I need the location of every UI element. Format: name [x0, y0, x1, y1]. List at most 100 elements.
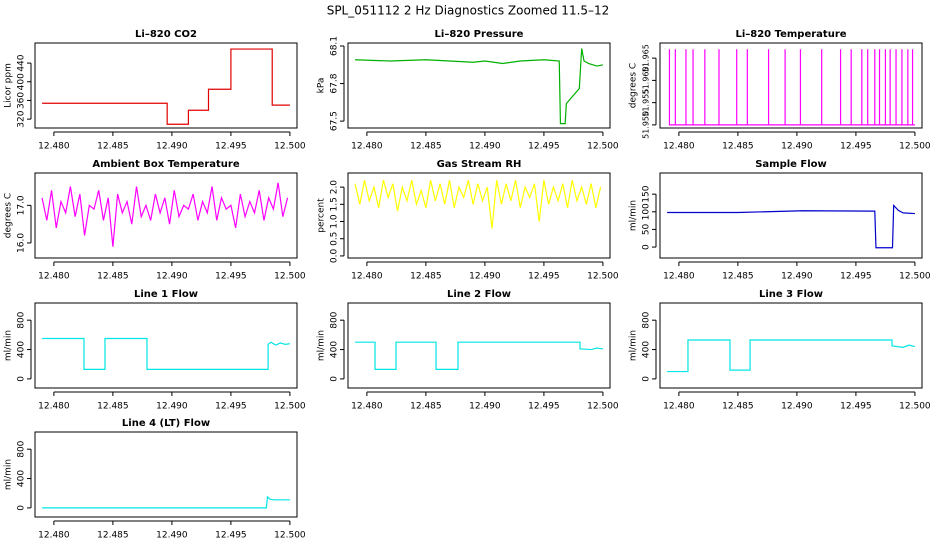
y-tick-label: 2.0 [330, 180, 340, 195]
y-tick-label: 400 [17, 341, 27, 358]
x-tick-label: 12.495 [840, 272, 872, 282]
y-axis-label: percent [317, 198, 327, 233]
x-tick-label: 12.495 [215, 531, 247, 540]
y-tick-label: 800 [642, 311, 652, 328]
x-tick-label: 12.495 [215, 272, 247, 282]
y-tick-label: 400 [17, 470, 27, 487]
x-tick-label: 12.480 [663, 272, 695, 282]
y-tick-label: 0 [330, 376, 340, 382]
panel-title: Gas Stream RH [437, 159, 522, 170]
y-tick-label: 400 [330, 341, 340, 358]
x-tick-label: 12.490 [781, 272, 813, 282]
data-line [41, 182, 289, 247]
y-tick-label: 68.1 [330, 36, 340, 56]
y-tick-label: 51.955 [642, 89, 651, 117]
x-tick-label: 12.480 [351, 402, 383, 412]
x-tick-label: 12.495 [840, 402, 872, 412]
y-axis-label: ml/min [4, 459, 14, 490]
data-line [667, 339, 916, 373]
y-axis-label: kPa [317, 78, 327, 94]
y-tick-label: 67.8 [330, 73, 340, 93]
y-tick-label: 400 [642, 341, 652, 358]
x-tick-label: 12.480 [663, 402, 695, 412]
y-tick-label: 360 [17, 92, 27, 109]
y-tick-label: 0 [642, 244, 652, 250]
y-axis-label: ml/min [629, 330, 639, 361]
y-axis-label: degrees C [4, 193, 14, 238]
panel-title: Line 2 Flow [447, 289, 511, 300]
y-tick-label: 100 [642, 203, 652, 220]
x-tick-label: 12.490 [156, 402, 188, 412]
y-tick-label: 51.965 [642, 44, 651, 72]
x-tick-label: 12.495 [215, 402, 247, 412]
plot-frame [659, 42, 923, 129]
y-tick-label: 320 [17, 110, 27, 127]
x-tick-label: 12.500 [587, 272, 619, 282]
plot-frame [347, 172, 611, 259]
x-tick-label: 12.490 [469, 272, 501, 282]
data-line [42, 337, 291, 370]
panel-title: Line 1 Flow [134, 289, 198, 300]
x-tick-label: 12.485 [97, 531, 129, 540]
x-tick-label: 12.500 [899, 142, 931, 152]
y-tick-label: 800 [17, 440, 27, 457]
x-tick-label: 12.490 [469, 402, 501, 412]
panel-title: Li–820 CO2 [135, 29, 197, 40]
plot-frame [34, 302, 298, 389]
plot-frame [34, 431, 298, 518]
panel-title: Li–820 Temperature [735, 29, 846, 40]
y-tick-label: 1.5 [330, 197, 340, 211]
x-tick-label: 12.500 [274, 531, 306, 540]
y-tick-label: 17.0 [17, 195, 27, 215]
x-tick-label: 12.485 [410, 272, 442, 282]
x-tick-label: 12.500 [274, 272, 306, 282]
x-tick-label: 12.500 [899, 402, 931, 412]
x-tick-label: 12.480 [663, 142, 695, 152]
x-tick-label: 12.480 [38, 272, 70, 282]
x-tick-label: 12.485 [722, 142, 754, 152]
x-tick-label: 12.485 [97, 402, 129, 412]
data-line [668, 49, 915, 126]
y-tick-label: 51.950 [642, 111, 651, 139]
plot-frame [659, 172, 923, 259]
x-tick-label: 12.480 [38, 531, 70, 540]
y-tick-label: 0.0 [330, 249, 340, 264]
x-tick-label: 12.495 [528, 402, 560, 412]
x-tick-label: 12.495 [528, 272, 560, 282]
x-tick-label: 12.500 [274, 142, 306, 152]
plot-frame [34, 42, 298, 129]
x-tick-label: 12.485 [410, 142, 442, 152]
x-tick-label: 12.495 [528, 142, 560, 152]
x-tick-label: 12.495 [215, 142, 247, 152]
y-axis-label: ml/min [317, 330, 327, 361]
data-line [667, 203, 915, 249]
y-axis-label: degrees C [629, 63, 639, 108]
y-tick-label: 67.5 [330, 111, 340, 131]
x-tick-label: 12.485 [722, 402, 754, 412]
x-tick-label: 12.495 [840, 142, 872, 152]
y-tick-label: 0 [17, 376, 27, 382]
y-tick-label: 16.0 [17, 233, 27, 253]
x-tick-label: 12.490 [156, 531, 188, 540]
x-tick-label: 12.485 [97, 272, 129, 282]
x-tick-label: 12.480 [38, 142, 70, 152]
x-tick-label: 12.490 [781, 142, 813, 152]
y-tick-label: 800 [330, 311, 340, 328]
data-line [42, 48, 290, 125]
y-tick-label: 51.960 [642, 66, 651, 94]
x-tick-label: 12.485 [722, 272, 754, 282]
plot-frame [659, 302, 923, 389]
x-tick-label: 12.490 [156, 142, 188, 152]
x-tick-label: 12.500 [899, 272, 931, 282]
figure-title: SPL_051112 2 Hz Diagnostics Zoomed 11.5–… [327, 4, 610, 18]
x-tick-label: 12.480 [38, 402, 70, 412]
panel-title: Ambient Box Temperature [92, 159, 239, 170]
y-axis-label: Licor ppm [4, 63, 14, 108]
plot-frame [347, 302, 611, 389]
x-tick-label: 12.500 [274, 402, 306, 412]
plot-frame [34, 172, 298, 259]
data-line [355, 341, 603, 370]
x-tick-label: 12.480 [351, 272, 383, 282]
y-tick-label: 440 [17, 54, 27, 71]
